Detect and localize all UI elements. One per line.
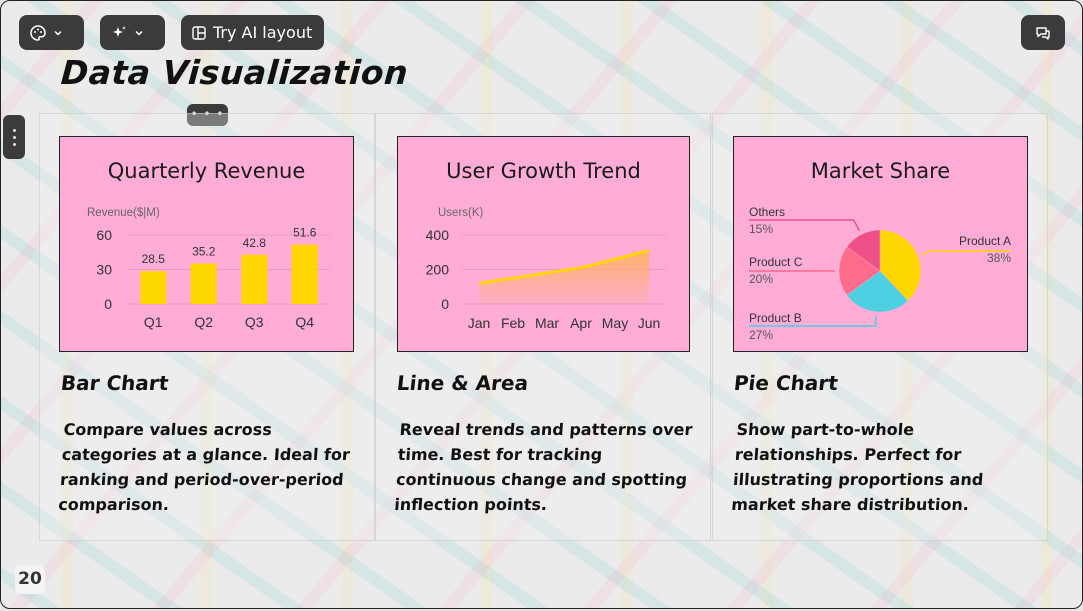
pie-slice xyxy=(846,270,909,313)
slice-label: Product A xyxy=(959,234,1011,248)
slide-title: Data Visualization xyxy=(59,53,410,92)
data-label: 51.6 xyxy=(293,226,317,240)
x-tick-label: Jan xyxy=(468,315,491,331)
chart-title: Quarterly Revenue xyxy=(107,159,306,183)
page-number: 20 xyxy=(15,565,45,594)
layout-icon xyxy=(192,25,206,40)
x-tick-label: Apr xyxy=(570,315,592,331)
chevron-down-icon xyxy=(135,30,143,36)
y-tick-label: 0 xyxy=(441,296,449,312)
y-tick-label: 200 xyxy=(426,262,450,278)
comment-icon xyxy=(1036,26,1050,40)
theme-button[interactable] xyxy=(19,15,84,50)
leader-line xyxy=(749,315,877,327)
x-tick-label: Feb xyxy=(501,315,525,331)
bar-chart: Revenue($|M) 60 30 0 28.5 Q1 35.2 Q2 42.8 Q3 51.6 Q… xyxy=(87,207,330,330)
x-tick-label: Q3 xyxy=(245,314,264,330)
bar xyxy=(241,254,268,304)
drag-handle[interactable] xyxy=(3,115,25,159)
slice-percent: 27% xyxy=(749,328,773,342)
slice-percent: 20% xyxy=(749,272,773,286)
chart-title: User Growth Trend xyxy=(446,159,641,183)
slice-label: Product C xyxy=(749,255,803,269)
bar xyxy=(291,244,318,304)
bar-chart-description: Compare values across categories at a gl… xyxy=(57,420,351,514)
slice-label: Others xyxy=(749,205,785,219)
pie-chart-heading: Pie Chart xyxy=(732,371,840,395)
ai-button[interactable] xyxy=(100,15,165,50)
pie-slice xyxy=(846,229,881,272)
y-tick-label: 30 xyxy=(96,262,112,278)
series-line xyxy=(478,249,650,285)
more-options-button[interactable]: • • • xyxy=(187,104,228,126)
chevron-down-icon xyxy=(54,30,62,36)
bar-chart-heading: Bar Chart xyxy=(59,371,170,395)
try-ai-layout-button[interactable]: Try AI layout xyxy=(181,15,324,50)
x-tick-label: Q2 xyxy=(194,314,213,330)
x-tick-label: Mar xyxy=(535,315,559,331)
pie-chart-card: Market Share Product A 38% Product B 27% Pro… xyxy=(733,136,1028,352)
try-ai-layout-label: Try AI layout xyxy=(213,23,313,42)
slice-percent: 15% xyxy=(749,222,773,236)
comment-button[interactable] xyxy=(1021,15,1065,50)
area-chart-card: User Growth Trend Users(K) 400 200 0 Jan Feb M… xyxy=(397,136,690,352)
data-label: 42.8 xyxy=(243,236,267,250)
line-area-description: Reveal trends and patterns over time. Be… xyxy=(393,420,694,514)
bar xyxy=(190,263,217,304)
pie-chart: Product A 38% Product B 27% Product C 20% Othe… xyxy=(749,205,1011,342)
bar xyxy=(140,271,167,304)
sparkle-icon xyxy=(113,25,126,37)
data-label: 35.2 xyxy=(192,245,216,259)
y-tick-label: 60 xyxy=(96,227,112,243)
x-tick-label: May xyxy=(602,315,628,331)
slice-label: Product B xyxy=(749,311,802,325)
leader-line xyxy=(749,219,861,232)
line-area-heading: Line & Area xyxy=(395,371,530,395)
palette-icon xyxy=(30,24,46,41)
x-tick-label: Q1 xyxy=(144,314,163,330)
pie-slice xyxy=(838,246,881,296)
y-tick-label: 400 xyxy=(426,227,450,243)
pie-chart-description: Show part-to-whole relationships. Perfec… xyxy=(730,420,984,514)
area-chart: Users(K) 400 200 0 Jan Feb Mar Apr May Jun xyxy=(426,207,666,331)
area-fill xyxy=(479,250,649,304)
x-tick-label: Q4 xyxy=(295,314,314,330)
leader-line xyxy=(921,250,1011,256)
bar-chart-card: Quarterly Revenue Revenue($|M) 60 30 0 28.5 Q… xyxy=(59,136,354,352)
y-tick-label: 0 xyxy=(104,296,112,312)
data-label: 28.5 xyxy=(142,252,166,266)
slice-percent: 38% xyxy=(987,251,1011,265)
y-axis-label: Revenue($|M) xyxy=(87,207,160,219)
pie-slice xyxy=(879,229,922,302)
x-tick-label: Jun xyxy=(638,315,661,331)
chart-title: Market Share xyxy=(810,159,951,183)
y-axis-label: Users(K) xyxy=(438,207,484,219)
